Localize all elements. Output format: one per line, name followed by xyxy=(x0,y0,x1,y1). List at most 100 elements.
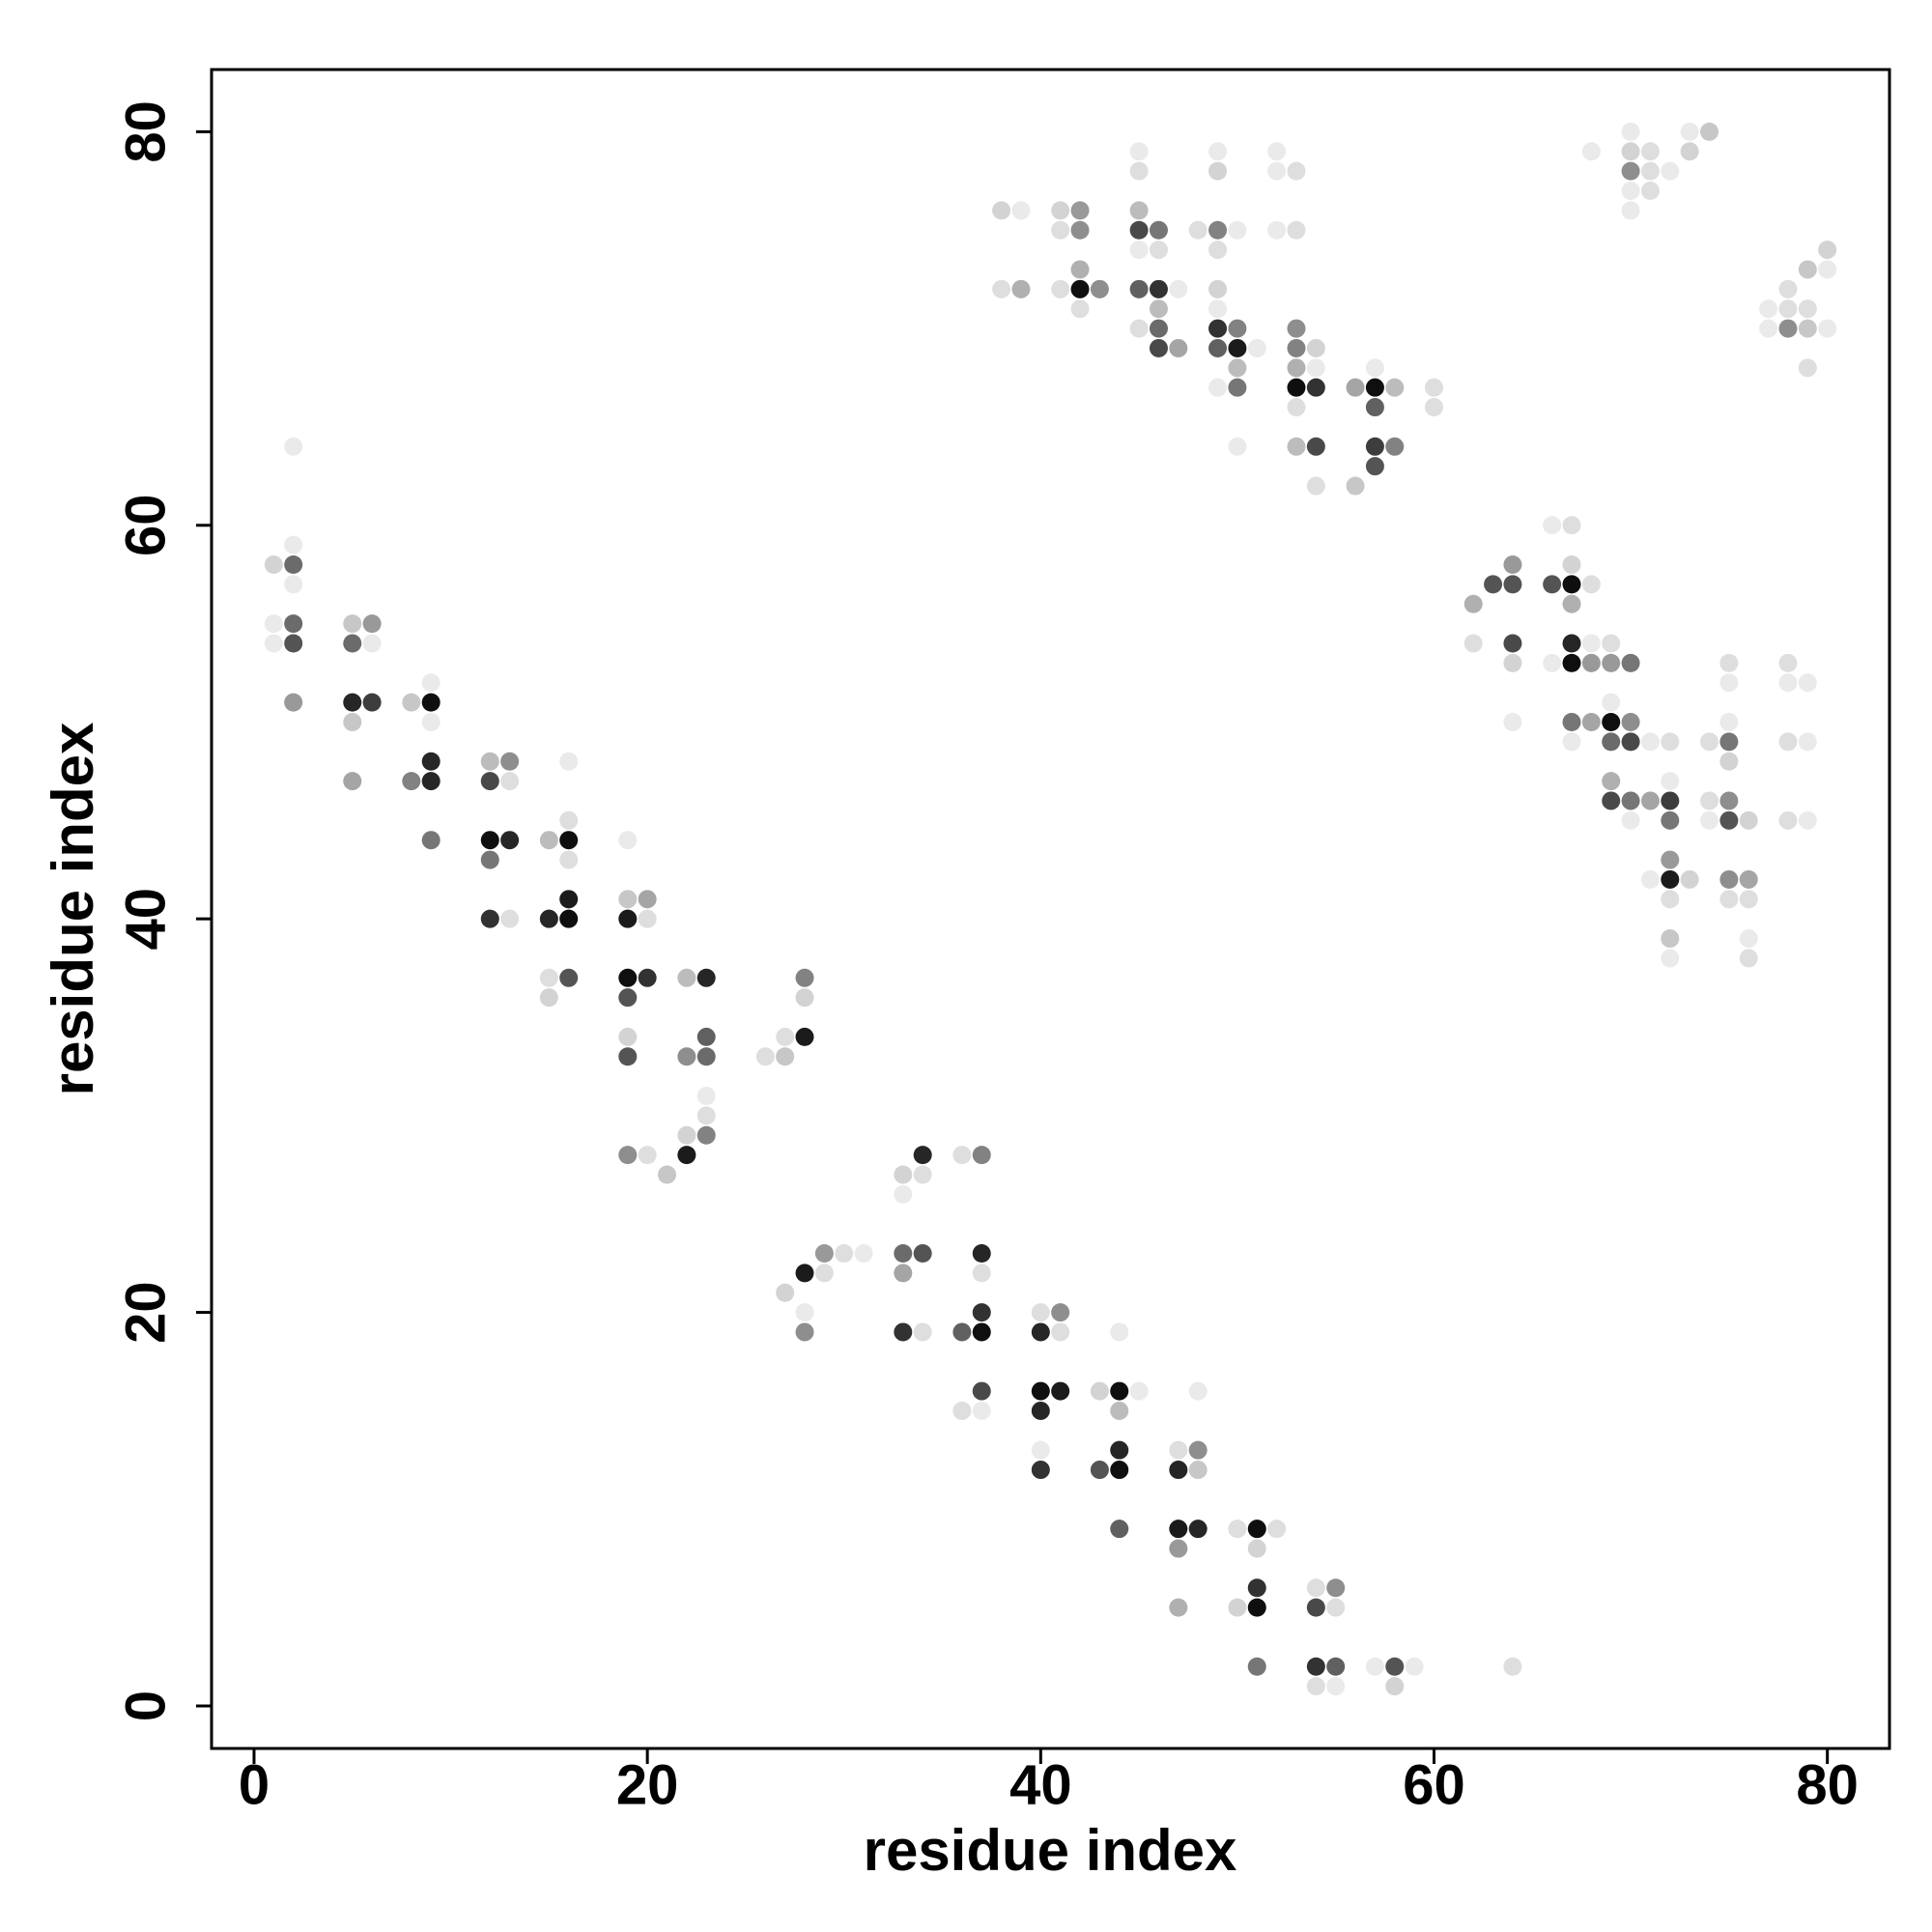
point xyxy=(1188,1461,1208,1480)
point xyxy=(500,831,520,850)
point xyxy=(1129,161,1149,181)
y-tick-label: 0 xyxy=(114,1690,177,1721)
point xyxy=(402,693,421,712)
points xyxy=(264,122,1837,1696)
point xyxy=(618,890,638,909)
point xyxy=(1188,220,1208,240)
point xyxy=(1306,358,1325,378)
point xyxy=(1621,142,1640,161)
point xyxy=(1228,338,1247,357)
point xyxy=(658,1165,677,1184)
point xyxy=(421,772,440,791)
point xyxy=(795,1322,814,1342)
point xyxy=(1365,398,1384,417)
point xyxy=(1700,732,1719,752)
point xyxy=(618,988,638,1008)
point xyxy=(1365,437,1384,456)
point xyxy=(618,1047,638,1066)
point xyxy=(795,968,814,987)
point xyxy=(1543,653,1562,672)
point xyxy=(1640,791,1660,810)
point xyxy=(500,752,520,771)
point xyxy=(1228,358,1247,378)
point xyxy=(1169,1520,1188,1539)
point xyxy=(1287,338,1306,357)
point xyxy=(1581,653,1601,672)
point xyxy=(1621,201,1640,220)
point xyxy=(1051,1381,1070,1401)
point xyxy=(480,772,499,791)
point xyxy=(1287,378,1306,397)
point xyxy=(677,1125,696,1145)
point xyxy=(696,1027,716,1046)
point xyxy=(1228,437,1247,456)
point xyxy=(1208,161,1228,181)
point xyxy=(1228,220,1247,240)
point xyxy=(1306,1598,1325,1617)
point xyxy=(1110,1440,1129,1460)
point xyxy=(1051,220,1070,240)
point xyxy=(1798,260,1817,279)
point xyxy=(1759,319,1778,338)
point xyxy=(1090,279,1109,298)
point xyxy=(421,831,440,850)
point xyxy=(1719,653,1739,672)
point xyxy=(1031,1322,1050,1342)
point xyxy=(1562,594,1581,613)
point xyxy=(894,1243,913,1263)
point xyxy=(1661,949,1680,968)
point xyxy=(1110,1322,1129,1342)
point xyxy=(696,1047,716,1066)
point xyxy=(1110,1401,1129,1420)
point xyxy=(1798,673,1817,693)
point xyxy=(1070,279,1090,298)
point xyxy=(1129,1381,1149,1401)
point xyxy=(952,1322,972,1342)
point xyxy=(1287,220,1306,240)
point xyxy=(1798,319,1817,338)
point xyxy=(1661,850,1680,869)
point xyxy=(913,1243,932,1263)
point xyxy=(539,831,558,850)
x-tick-label: 0 xyxy=(239,1753,270,1816)
point xyxy=(1503,653,1522,672)
point xyxy=(1267,220,1287,240)
point xyxy=(1169,1539,1188,1558)
point xyxy=(480,831,499,850)
point xyxy=(1719,869,1739,889)
point xyxy=(1602,791,1621,810)
point xyxy=(1385,378,1405,397)
point xyxy=(1798,810,1817,830)
point xyxy=(362,634,382,653)
point xyxy=(1326,1598,1346,1617)
point xyxy=(284,634,303,653)
point xyxy=(1661,810,1680,830)
point xyxy=(1169,1598,1188,1617)
point xyxy=(913,1146,932,1165)
point xyxy=(638,968,657,987)
point xyxy=(1543,575,1562,594)
point xyxy=(1070,220,1090,240)
point xyxy=(677,1047,696,1066)
point xyxy=(1602,693,1621,712)
point xyxy=(1306,437,1325,456)
point xyxy=(1208,338,1228,357)
point xyxy=(677,1146,696,1165)
point xyxy=(1503,575,1522,594)
point xyxy=(1581,575,1601,594)
point xyxy=(1621,732,1640,752)
point xyxy=(1188,1381,1208,1401)
point xyxy=(972,1322,991,1342)
point xyxy=(1247,1598,1266,1617)
point xyxy=(1031,1303,1050,1322)
point xyxy=(1543,516,1562,535)
point xyxy=(1719,673,1739,693)
point xyxy=(1424,378,1443,397)
point xyxy=(1149,299,1168,319)
point xyxy=(1778,299,1798,319)
point xyxy=(1051,279,1070,298)
point xyxy=(1484,575,1503,594)
point xyxy=(1503,1657,1522,1676)
point xyxy=(1621,712,1640,731)
y-tick-label: 60 xyxy=(114,495,177,557)
